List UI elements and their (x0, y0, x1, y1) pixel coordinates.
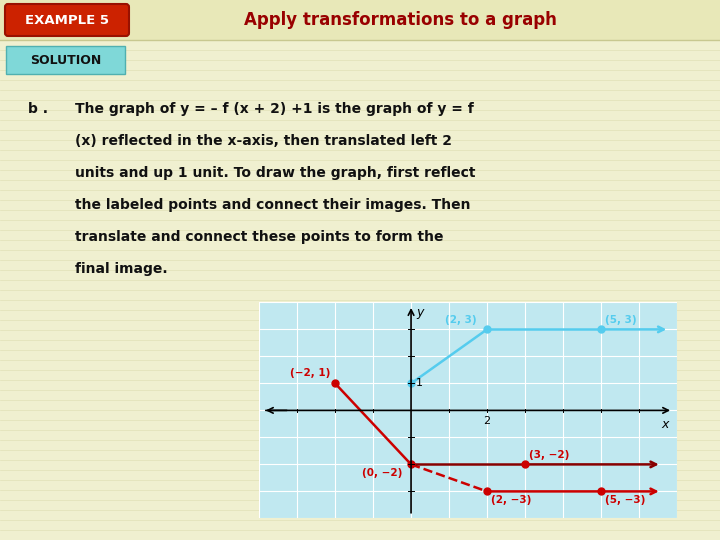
Text: (−2, 1): (−2, 1) (289, 368, 330, 378)
Text: 2: 2 (483, 416, 490, 427)
Text: (2, 3): (2, 3) (445, 315, 477, 325)
Text: (5, −3): (5, −3) (605, 496, 645, 505)
Text: (5, 3): (5, 3) (605, 315, 636, 325)
Text: (3, −2): (3, −2) (528, 450, 569, 460)
Text: SOLUTION: SOLUTION (30, 53, 102, 66)
Text: the labeled points and connect their images. Then: the labeled points and connect their ima… (75, 198, 470, 212)
Text: b .: b . (28, 102, 48, 116)
FancyBboxPatch shape (0, 0, 720, 40)
FancyBboxPatch shape (6, 46, 125, 74)
Text: final image.: final image. (75, 262, 168, 276)
Text: (0, −2): (0, −2) (361, 468, 402, 478)
Text: EXAMPLE 5: EXAMPLE 5 (25, 14, 109, 26)
Text: units and up 1 unit. To draw the graph, first reflect: units and up 1 unit. To draw the graph, … (75, 166, 475, 180)
Text: (x) reflected in the x-axis, then translated left 2: (x) reflected in the x-axis, then transl… (75, 134, 452, 148)
Text: translate and connect these points to form the: translate and connect these points to fo… (75, 230, 444, 244)
Text: 1: 1 (415, 379, 423, 388)
Text: x: x (662, 418, 669, 431)
FancyBboxPatch shape (5, 4, 129, 36)
Text: The graph of y = – f (x + 2) +1 is the graph of y = f: The graph of y = – f (x + 2) +1 is the g… (75, 102, 474, 116)
Text: y: y (417, 306, 424, 320)
Text: (2, −3): (2, −3) (491, 496, 531, 505)
Text: Apply transformations to a graph: Apply transformations to a graph (243, 11, 557, 29)
